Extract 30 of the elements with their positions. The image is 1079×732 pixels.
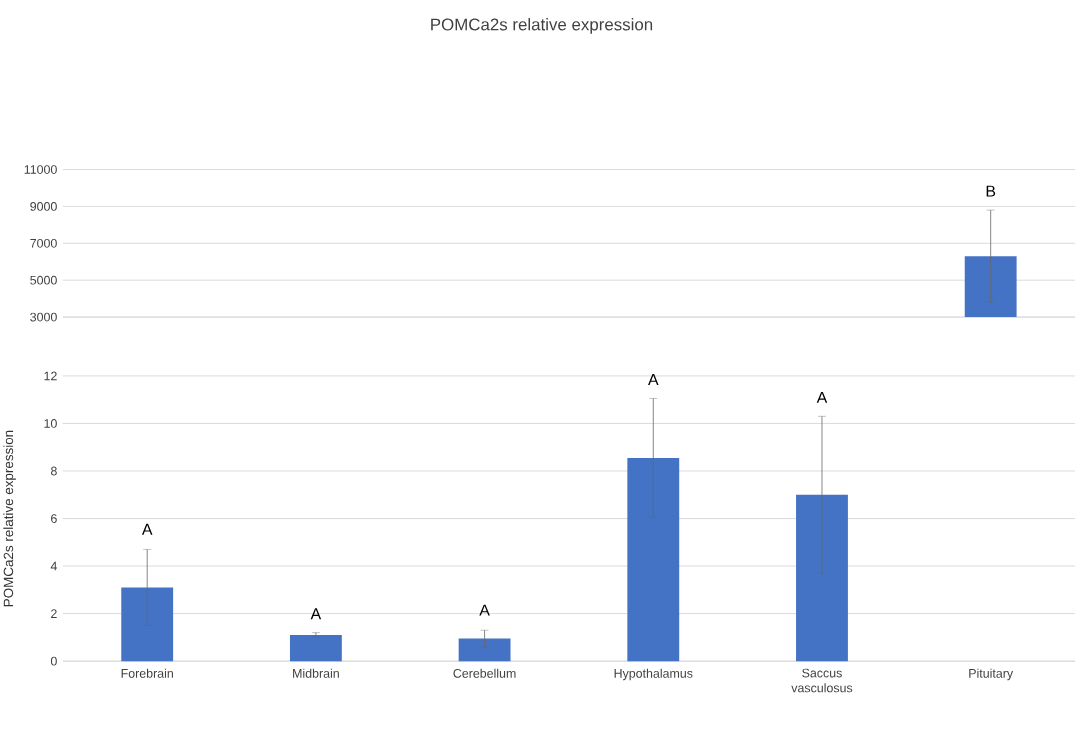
y-tick-label: 7000 xyxy=(30,238,57,248)
bar xyxy=(627,457,680,662)
annotation: A xyxy=(141,523,153,535)
y-tick-label: 12 xyxy=(44,371,57,381)
x-tick-label: Hypothalamus xyxy=(614,668,693,681)
y-tick-label: 4 xyxy=(50,561,57,571)
x-tick-label: Forebrain xyxy=(121,668,173,678)
bar xyxy=(796,494,848,662)
y-tick-label: 3000 xyxy=(30,312,57,322)
y-tick-label: 8 xyxy=(50,466,57,476)
annotation: B xyxy=(986,185,996,197)
x-tick-label: Midbrain xyxy=(293,668,339,678)
annotation: A xyxy=(816,391,828,403)
annotation: A xyxy=(479,604,490,616)
x-tick-label: Saccus vasculosus xyxy=(791,668,853,693)
y-tick-label: 9000 xyxy=(30,202,57,211)
bar xyxy=(458,638,511,662)
y-tick-label: 11000 xyxy=(24,165,57,174)
chart-title: POMCa2s relative expression xyxy=(431,18,653,34)
bar xyxy=(289,635,342,662)
annotation: A xyxy=(310,608,322,620)
x-tick-label: Pituitary xyxy=(969,668,1014,681)
y-tick-label: 0 xyxy=(50,656,57,666)
y-axis-title: POMCa2s relative expression xyxy=(3,430,16,607)
annotation: A xyxy=(648,374,659,386)
y-tick-label: 6 xyxy=(51,514,57,523)
y-tick-label: 5000 xyxy=(30,275,57,285)
y-tick-label: 10 xyxy=(44,419,57,428)
y-tick-label: 2 xyxy=(51,609,57,618)
x-tick-label: Cerebellum xyxy=(453,668,516,678)
